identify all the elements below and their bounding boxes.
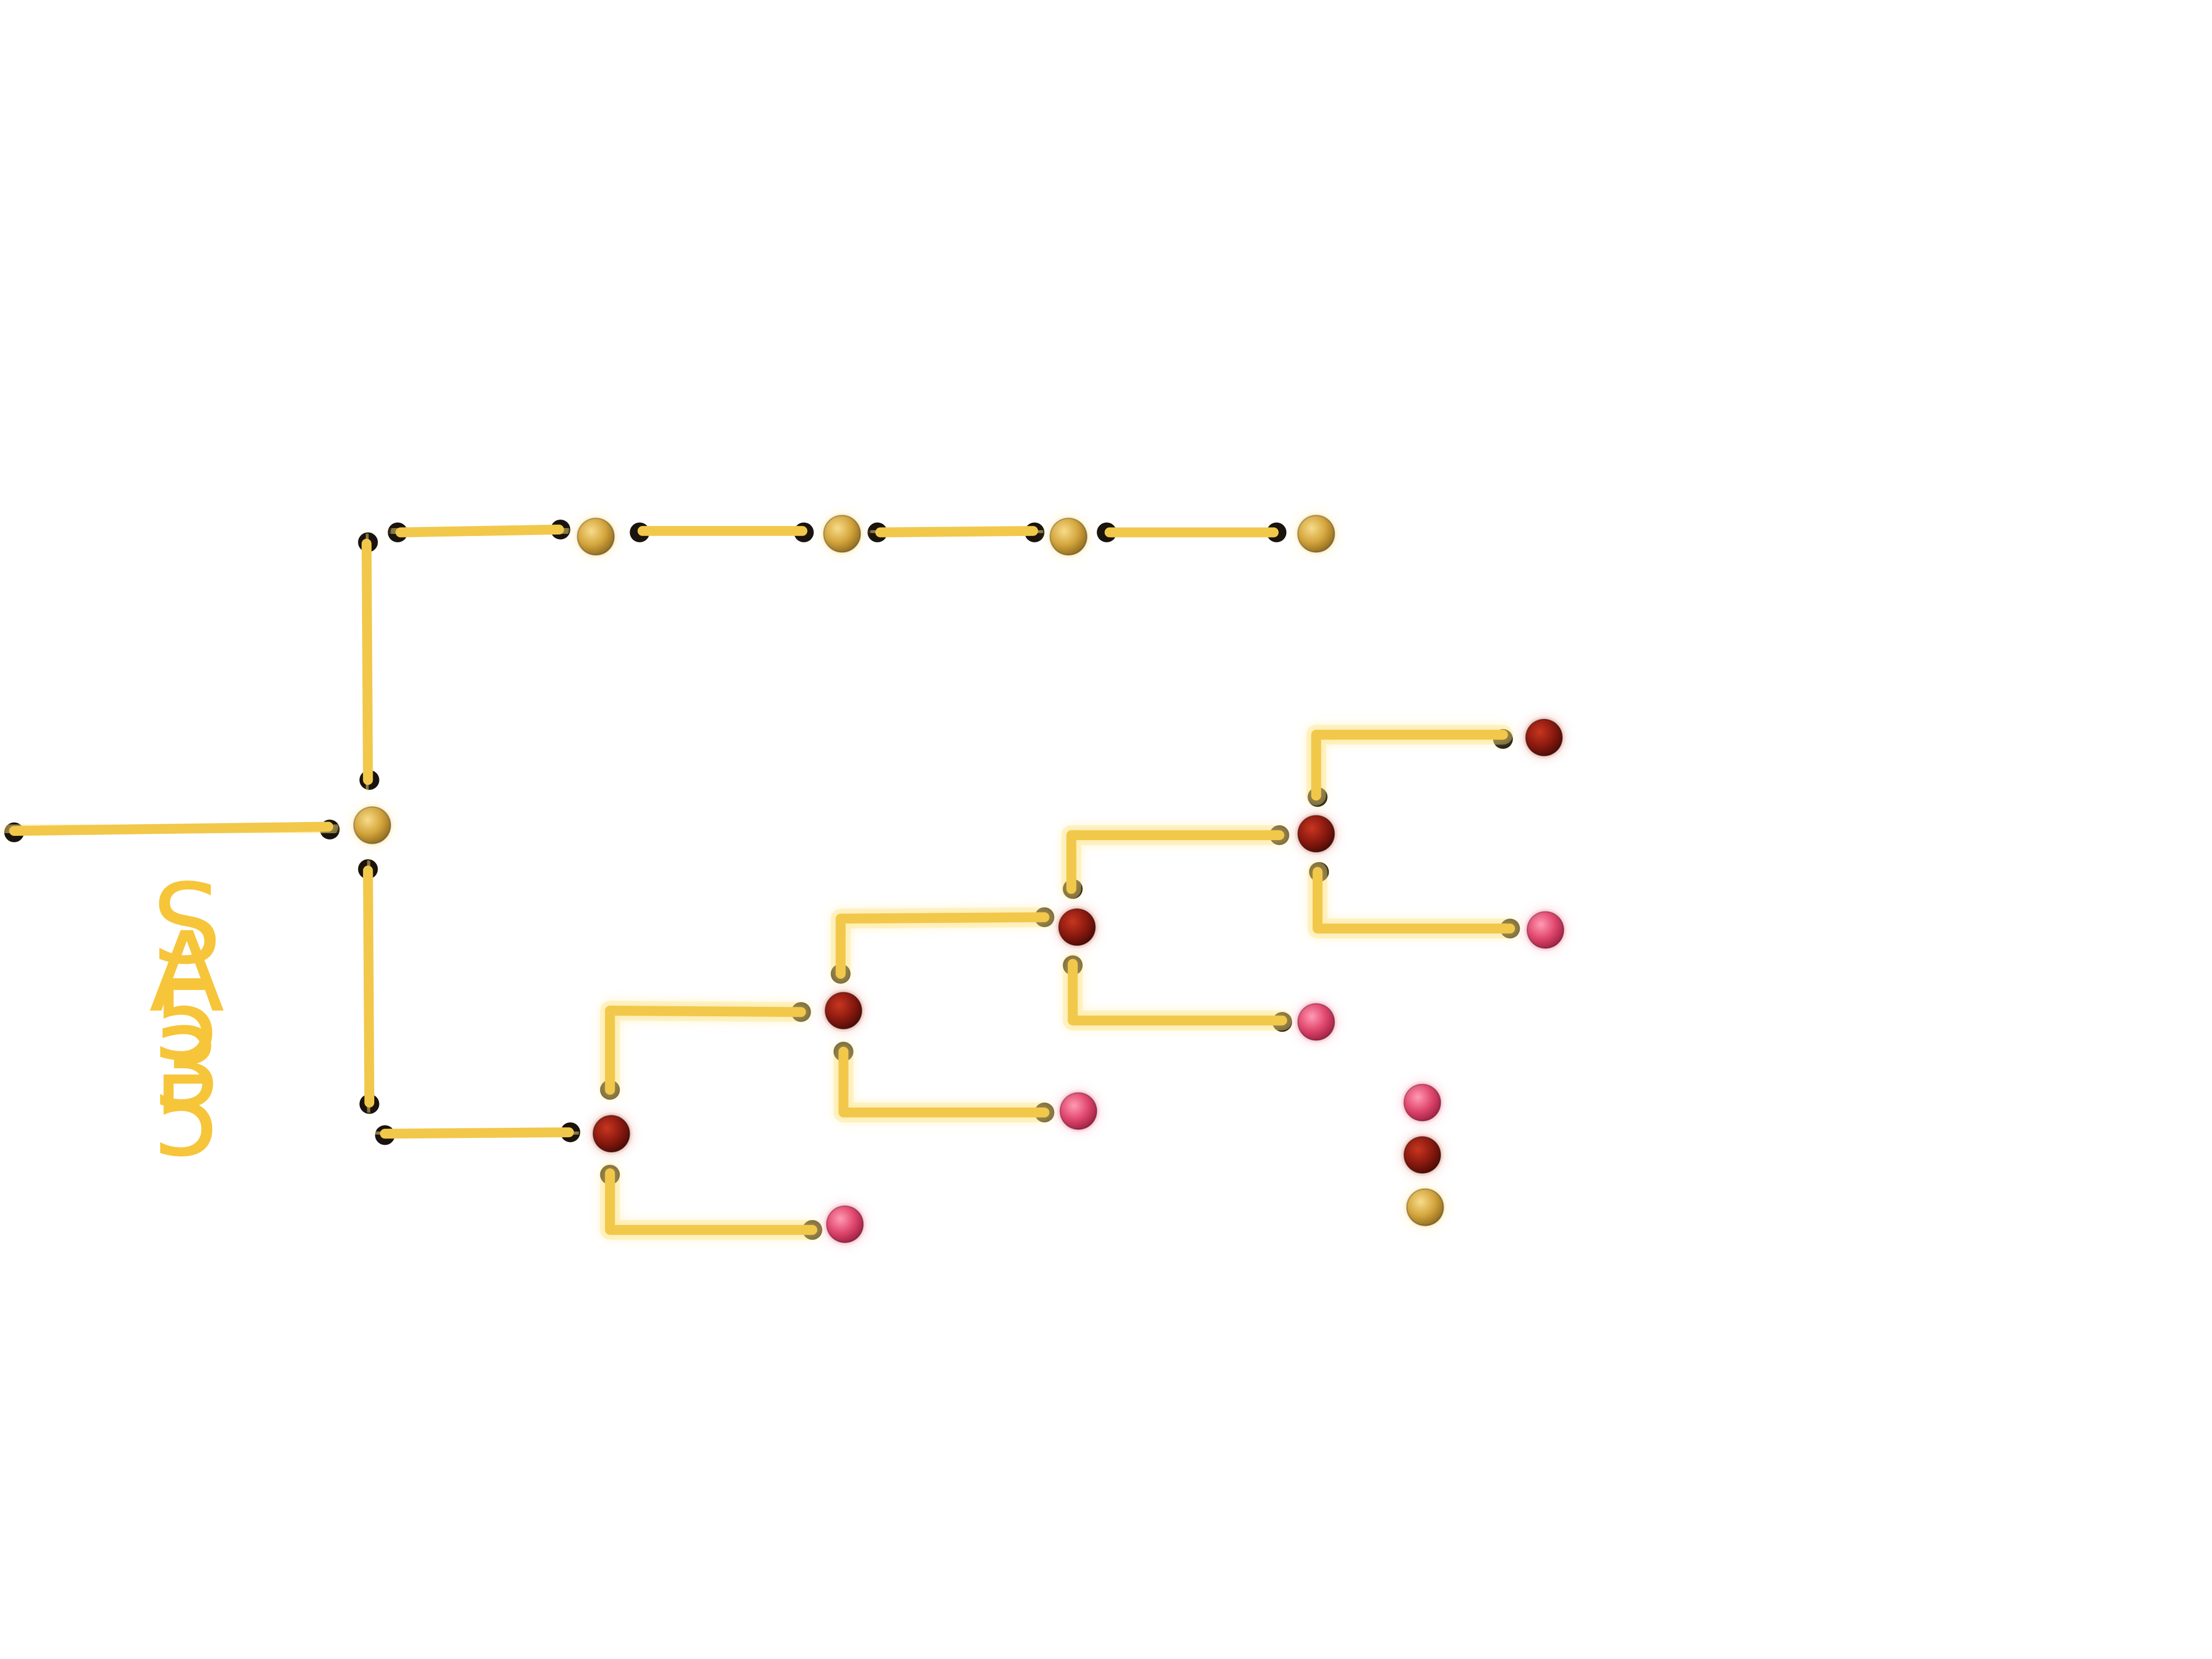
connector-line	[605, 1168, 817, 1235]
connector-glow	[1063, 954, 1293, 1031]
pink-node	[1403, 1083, 1442, 1122]
connector-line	[1066, 830, 1285, 894]
vertical-label: S A 5 3 5	[149, 861, 225, 1182]
connector-line	[9, 822, 333, 836]
darkred-node	[1525, 718, 1563, 757]
connector-line	[875, 526, 1038, 538]
label-char-5b: 5	[152, 1053, 222, 1181]
pink-node	[1059, 1092, 1098, 1130]
darkred-node	[1297, 815, 1336, 853]
gold-node	[1406, 1188, 1444, 1226]
connector-line	[380, 1127, 574, 1139]
residue-nodes	[351, 512, 1567, 1246]
connector-endcaps	[4, 520, 1520, 1240]
pink-node	[1526, 911, 1565, 949]
connector-glow	[1061, 825, 1289, 899]
connector-glow	[600, 1163, 822, 1240]
connector-line	[362, 539, 373, 785]
connector-glow	[600, 1000, 811, 1100]
darkred-node	[824, 991, 863, 1030]
connector-line	[1311, 730, 1508, 801]
connector-line	[1068, 958, 1287, 1026]
connector-line	[395, 524, 564, 538]
connector-glow	[1306, 724, 1513, 806]
darkred-node	[1057, 908, 1096, 946]
label-char-s: S	[152, 861, 222, 989]
connector-line	[1312, 867, 1515, 934]
connector-line	[838, 1047, 1049, 1118]
pink-node	[825, 1205, 864, 1243]
pink-node	[1297, 1003, 1336, 1041]
connector-line	[836, 912, 1049, 979]
connector-line	[363, 865, 375, 1108]
label-char-5a: 5	[152, 957, 222, 1085]
connector-line	[605, 1005, 806, 1095]
gold-node	[576, 517, 615, 556]
label-char-3: 3	[152, 1005, 222, 1134]
gold-node	[1297, 514, 1336, 553]
label-char-a: A	[149, 909, 225, 1037]
darkred-node	[592, 1114, 631, 1153]
darkred-node	[1403, 1136, 1442, 1174]
connector-glow	[830, 907, 1055, 984]
gold-node	[353, 806, 392, 844]
connector-glow	[833, 1041, 1055, 1122]
gold-node	[1049, 517, 1088, 556]
connector-lines	[4, 520, 1520, 1240]
connector-glow	[1307, 862, 1520, 939]
gold-node	[823, 514, 862, 553]
